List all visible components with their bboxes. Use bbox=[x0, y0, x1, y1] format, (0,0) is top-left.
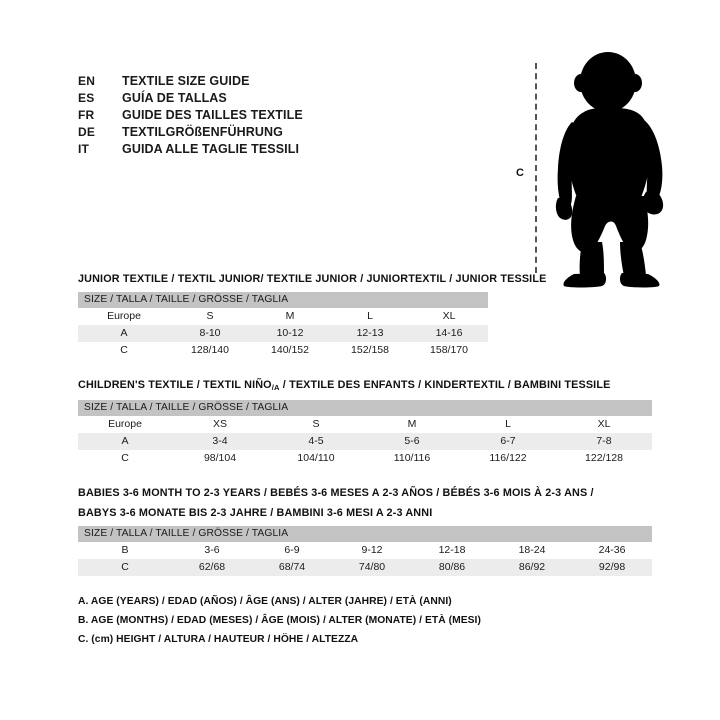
language-title: TEXTILE SIZE GUIDE bbox=[122, 74, 250, 88]
section-title-line2: BABYS 3-6 MONATE BIS 2-3 JAHRE / BAMBINI… bbox=[78, 507, 433, 519]
section-childrens-textile: CHILDREN'S TEXTILE / TEXTIL NIÑO/A / TEX… bbox=[78, 378, 653, 467]
section-junior-textile: JUNIOR TEXTILE / TEXTIL JUNIOR/ TEXTILE … bbox=[78, 272, 546, 359]
cell: XL bbox=[556, 416, 653, 433]
row-header: C bbox=[78, 450, 172, 467]
size-band-label: SIZE / TALLA / TAILLE / GRÖSSE / TAGLIA bbox=[78, 526, 653, 542]
cell: S bbox=[170, 308, 250, 325]
language-title: GUIDE DES TAILLES TEXTILE bbox=[122, 108, 303, 122]
cell: 6-9 bbox=[252, 542, 332, 559]
size-band-label: SIZE / TALLA / TAILLE / GRÖSSE / TAGLIA bbox=[78, 400, 653, 416]
table-row: B 3-6 6-9 9-12 12-18 18-24 24-36 bbox=[78, 542, 653, 559]
language-title: TEXTILGRÖßENFÜHRUNG bbox=[122, 125, 283, 139]
language-code: DE bbox=[78, 125, 96, 139]
cell: 18-24 bbox=[492, 542, 572, 559]
cell: 7-8 bbox=[556, 433, 653, 450]
row-header: B bbox=[78, 542, 172, 559]
table-row: C 62/68 68/74 74/80 80/86 86/92 92/98 bbox=[78, 559, 653, 576]
row-header: A bbox=[78, 325, 170, 342]
cell: 92/98 bbox=[572, 559, 653, 576]
cell: 140/152 bbox=[250, 342, 330, 359]
cell: 80/86 bbox=[412, 559, 492, 576]
language-code: FR bbox=[78, 108, 95, 122]
cell: 9-12 bbox=[332, 542, 412, 559]
cell: S bbox=[268, 416, 364, 433]
section-title-line1: BABIES 3-6 MONTH TO 2-3 YEARS / BEBÉS 3-… bbox=[78, 487, 594, 499]
height-measurement-figure: C bbox=[500, 50, 685, 290]
cell: 86/92 bbox=[492, 559, 572, 576]
section-title-suffix: / TEXTILE DES ENFANTS / KINDERTEXTIL / B… bbox=[279, 379, 611, 391]
footnote-c: C. (cm) HEIGHT / ALTURA / HAUTEUR / HÖHE… bbox=[78, 634, 359, 645]
row-header: C bbox=[78, 342, 170, 359]
cell: 122/128 bbox=[556, 450, 653, 467]
section-title: JUNIOR TEXTILE / TEXTIL JUNIOR/ TEXTILE … bbox=[78, 273, 547, 285]
cell: 116/122 bbox=[460, 450, 556, 467]
junior-size-table: SIZE / TALLA / TAILLE / GRÖSSE / TAGLIA … bbox=[78, 292, 489, 359]
cell: 12-13 bbox=[330, 325, 410, 342]
section-babies-textile: BABIES 3-6 MONTH TO 2-3 YEARS / BEBÉS 3-… bbox=[78, 486, 653, 576]
cell: 74/80 bbox=[332, 559, 412, 576]
cell: 14-16 bbox=[410, 325, 489, 342]
table-row: C 98/104 104/110 110/116 116/122 122/128 bbox=[78, 450, 653, 467]
language-row-es: ES GUÍA DE TALLAS bbox=[78, 91, 408, 108]
footnote-a: A. AGE (YEARS) / EDAD (AÑOS) / ÂGE (ANS)… bbox=[78, 596, 452, 607]
table-row: A 3-4 4-5 5-6 6-7 7-8 bbox=[78, 433, 653, 450]
cell: 104/110 bbox=[268, 450, 364, 467]
cell: 3-4 bbox=[172, 433, 268, 450]
cell: 4-5 bbox=[268, 433, 364, 450]
cell: XS bbox=[172, 416, 268, 433]
cell: 8-10 bbox=[170, 325, 250, 342]
cell: 98/104 bbox=[172, 450, 268, 467]
babies-size-table: SIZE / TALLA / TAILLE / GRÖSSE / TAGLIA … bbox=[78, 526, 653, 576]
child-silhouette-icon bbox=[555, 52, 664, 288]
section-title-prefix: CHILDREN'S TEXTILE / TEXTIL NIÑO bbox=[78, 379, 272, 391]
cell: 128/140 bbox=[170, 342, 250, 359]
measure-label-c: C bbox=[516, 167, 524, 179]
row-header: Europe bbox=[78, 308, 170, 325]
footnote-b: B. AGE (MONTHS) / EDAD (MESES) / ÂGE (MO… bbox=[78, 615, 481, 626]
row-header: C bbox=[78, 559, 172, 576]
table-band-row: SIZE / TALLA / TAILLE / GRÖSSE / TAGLIA bbox=[78, 292, 489, 308]
cell: 12-18 bbox=[412, 542, 492, 559]
language-code: ES bbox=[78, 91, 95, 105]
table-band-row: SIZE / TALLA / TAILLE / GRÖSSE / TAGLIA bbox=[78, 526, 653, 542]
table-row: Europe S M L XL bbox=[78, 308, 489, 325]
table-row: Europe XS S M L XL bbox=[78, 416, 653, 433]
language-code: IT bbox=[78, 142, 90, 156]
cell: 68/74 bbox=[252, 559, 332, 576]
cell: 152/158 bbox=[330, 342, 410, 359]
table-row: C 128/140 140/152 152/158 158/170 bbox=[78, 342, 489, 359]
language-row-fr: FR GUIDE DES TAILLES TEXTILE bbox=[78, 108, 408, 125]
language-legend: EN TEXTILE SIZE GUIDE ES GUÍA DE TALLAS … bbox=[78, 74, 408, 159]
table-row: A 8-10 10-12 12-13 14-16 bbox=[78, 325, 489, 342]
cell: 158/170 bbox=[410, 342, 489, 359]
cell: 110/116 bbox=[364, 450, 460, 467]
language-row-it: IT GUIDA ALLE TAGLIE TESSILI bbox=[78, 142, 408, 159]
cell: 5-6 bbox=[364, 433, 460, 450]
cell: M bbox=[250, 308, 330, 325]
table-band-row: SIZE / TALLA / TAILLE / GRÖSSE / TAGLIA bbox=[78, 400, 653, 416]
language-title: GUÍA DE TALLAS bbox=[122, 91, 227, 105]
cell: 10-12 bbox=[250, 325, 330, 342]
section-title-sub: /A bbox=[271, 383, 280, 392]
cell: XL bbox=[410, 308, 489, 325]
children-size-table: SIZE / TALLA / TAILLE / GRÖSSE / TAGLIA … bbox=[78, 400, 653, 467]
size-band-label: SIZE / TALLA / TAILLE / GRÖSSE / TAGLIA bbox=[78, 292, 489, 308]
row-header: Europe bbox=[78, 416, 172, 433]
language-row-en: EN TEXTILE SIZE GUIDE bbox=[78, 74, 408, 91]
language-row-de: DE TEXTILGRÖßENFÜHRUNG bbox=[78, 125, 408, 142]
dashed-measure-line-icon bbox=[535, 63, 537, 273]
footnotes-legend: A. AGE (YEARS) / EDAD (AÑOS) / ÂGE (ANS)… bbox=[78, 592, 548, 649]
language-code: EN bbox=[78, 74, 96, 88]
cell: L bbox=[460, 416, 556, 433]
row-header: A bbox=[78, 433, 172, 450]
language-title: GUIDA ALLE TAGLIE TESSILI bbox=[122, 142, 300, 156]
cell: 6-7 bbox=[460, 433, 556, 450]
cell: M bbox=[364, 416, 460, 433]
cell: 3-6 bbox=[172, 542, 252, 559]
cell: 24-36 bbox=[572, 542, 653, 559]
cell: L bbox=[330, 308, 410, 325]
cell: 62/68 bbox=[172, 559, 252, 576]
section-title: CHILDREN'S TEXTILE / TEXTIL NIÑO/A / TEX… bbox=[78, 378, 652, 395]
